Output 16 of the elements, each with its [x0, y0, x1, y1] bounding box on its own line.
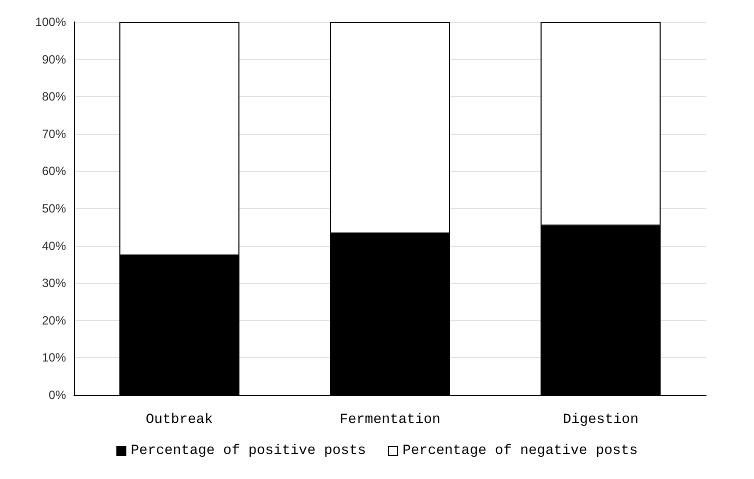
x-tick-label: Fermentation	[340, 412, 440, 428]
legend-label: Percentage of negative posts	[402, 443, 638, 459]
y-tick-label: 0%	[48, 388, 66, 402]
x-tick-label: Outbreak	[146, 412, 213, 428]
y-tick-label: 60%	[42, 164, 66, 178]
y-tick-label: 40%	[42, 238, 66, 253]
y-tick-label: 100%	[35, 15, 66, 29]
y-tick-label: 20%	[42, 313, 66, 328]
x-tick-label: Digestion	[562, 412, 638, 428]
y-tick-label: 90%	[42, 52, 66, 66]
y-tick-label: 50%	[42, 202, 66, 216]
legend-label: Percentage of positive posts	[130, 443, 366, 459]
y-tick-label: 70%	[42, 126, 66, 141]
y-tick-label: 80%	[42, 90, 66, 104]
y-tick-label: 30%	[42, 276, 66, 290]
y-tick-label: 10%	[42, 350, 66, 365]
